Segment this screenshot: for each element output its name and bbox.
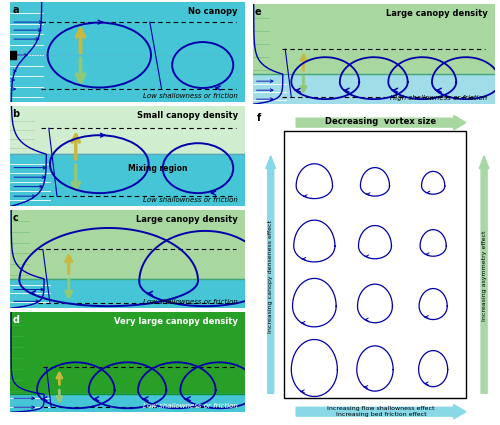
FancyArrow shape — [296, 405, 466, 419]
Text: f: f — [258, 113, 262, 123]
Text: Increasing flow shallowness effect
Increasing bed friction effect: Increasing flow shallowness effect Incre… — [328, 406, 435, 417]
Bar — [10, 312, 245, 394]
Text: Decreasing  vortex size: Decreasing vortex size — [326, 117, 436, 126]
Bar — [252, 74, 495, 104]
Text: Increasing asymmetry effect: Increasing asymmetry effect — [482, 231, 486, 321]
Text: Small canopy density: Small canopy density — [137, 111, 238, 120]
Text: Low shallowness or friction: Low shallowness or friction — [143, 299, 238, 305]
Bar — [10, 51, 16, 59]
Text: Large canopy density: Large canopy density — [136, 215, 238, 224]
Bar — [10, 279, 245, 308]
Text: Very large canopy density: Very large canopy density — [114, 317, 238, 326]
Text: High shallowness or friction: High shallowness or friction — [390, 95, 488, 101]
Bar — [252, 4, 495, 74]
Text: b: b — [12, 109, 20, 119]
Text: e: e — [255, 7, 262, 17]
Text: Increasing canopy denseness effect: Increasing canopy denseness effect — [268, 220, 273, 333]
Text: c: c — [12, 213, 18, 223]
Text: Low shallowness or friction: Low shallowness or friction — [143, 197, 238, 203]
Text: No canopy: No canopy — [188, 7, 238, 16]
Bar — [284, 130, 466, 398]
Text: Large canopy density: Large canopy density — [386, 9, 488, 18]
Bar — [10, 106, 245, 154]
Bar — [10, 154, 245, 206]
Text: d: d — [12, 315, 20, 326]
Text: a: a — [12, 5, 19, 15]
Text: Low shallowness or friction: Low shallowness or friction — [143, 93, 238, 99]
FancyArrow shape — [266, 156, 276, 394]
Text: Mixing region: Mixing region — [128, 164, 187, 173]
FancyArrow shape — [479, 156, 489, 394]
Bar — [10, 210, 245, 279]
Bar — [10, 394, 245, 412]
FancyArrow shape — [296, 116, 466, 130]
Text: Low shallowness or friction: Low shallowness or friction — [143, 403, 238, 409]
